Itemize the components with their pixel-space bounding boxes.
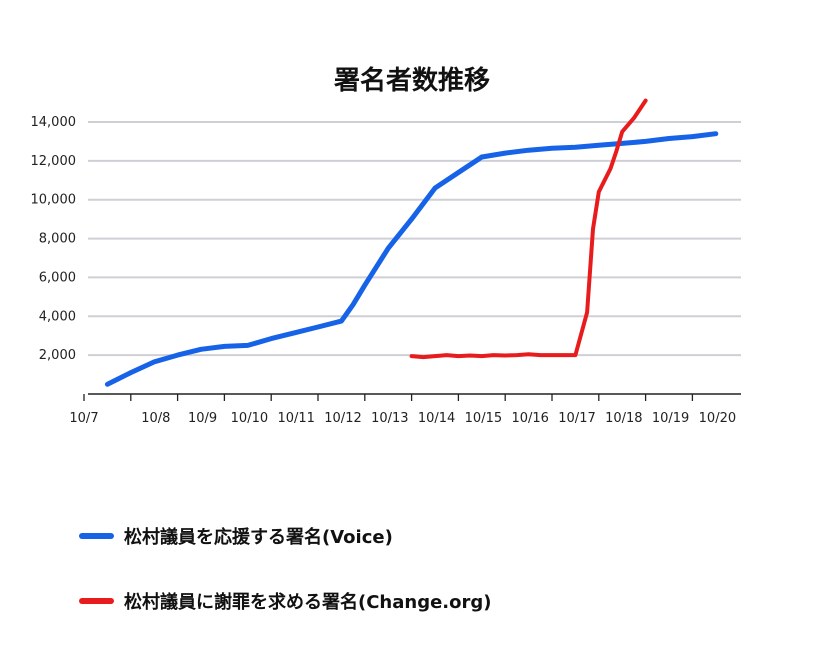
x-tick-label: 10/8	[141, 411, 170, 426]
y-axis-labels: 2,000 4,000 6,000 8,000 10,000 12,000 14,000	[31, 115, 77, 363]
legend-label-voice: 松村議員を応援する署名(Voice)	[124, 526, 393, 548]
x-tick-label: 10/12	[324, 411, 361, 426]
y-tick-label: 6,000	[39, 270, 76, 285]
x-tick-label: 10/15	[465, 411, 502, 426]
x-tick-label: 10/17	[558, 411, 595, 426]
x-tick-label: 10/7	[69, 411, 98, 426]
x-tick-label: 10/18	[605, 411, 642, 426]
x-tick-label: 10/14	[418, 411, 455, 426]
y-tick-label: 14,000	[31, 115, 77, 130]
x-tick-label: 10/19	[652, 411, 689, 426]
series-line-voice	[104, 131, 719, 387]
chart-legend: 松村議員を応援する署名(Voice) 松村議員に謝罪を求める署名(Change.…	[79, 526, 492, 613]
legend-label-change-org: 松村議員に謝罪を求める署名(Change.org)	[124, 591, 492, 613]
x-tick-label: 10/10	[231, 411, 268, 426]
y-tick-label: 8,000	[39, 232, 76, 247]
y-tick-label: 4,000	[39, 309, 76, 324]
x-axis-labels: 10/7 10/8 10/9 10/10 10/11 10/12 10/13 10/14 10/…	[69, 411, 736, 426]
x-tick-label: 10/13	[371, 411, 408, 426]
x-tick-label: 10/11	[277, 411, 314, 426]
legend-item-voice: 松村議員を応援する署名(Voice)	[79, 526, 393, 548]
y-tick-label: 10,000	[31, 193, 77, 208]
x-tick-label: 10/9	[188, 411, 217, 426]
x-tick-label: 10/16	[511, 411, 548, 426]
chart-title: 署名者数推移	[334, 65, 490, 96]
y-tick-label: 2,000	[39, 348, 76, 363]
series-line-change-org	[409, 98, 648, 360]
legend-item-change-org: 松村議員に謝罪を求める署名(Change.org)	[79, 591, 492, 613]
x-tick-label: 10/20	[699, 411, 736, 426]
x-axis-ticks	[83, 394, 694, 401]
grid-lines	[88, 121, 741, 357]
y-tick-label: 12,000	[31, 154, 77, 169]
